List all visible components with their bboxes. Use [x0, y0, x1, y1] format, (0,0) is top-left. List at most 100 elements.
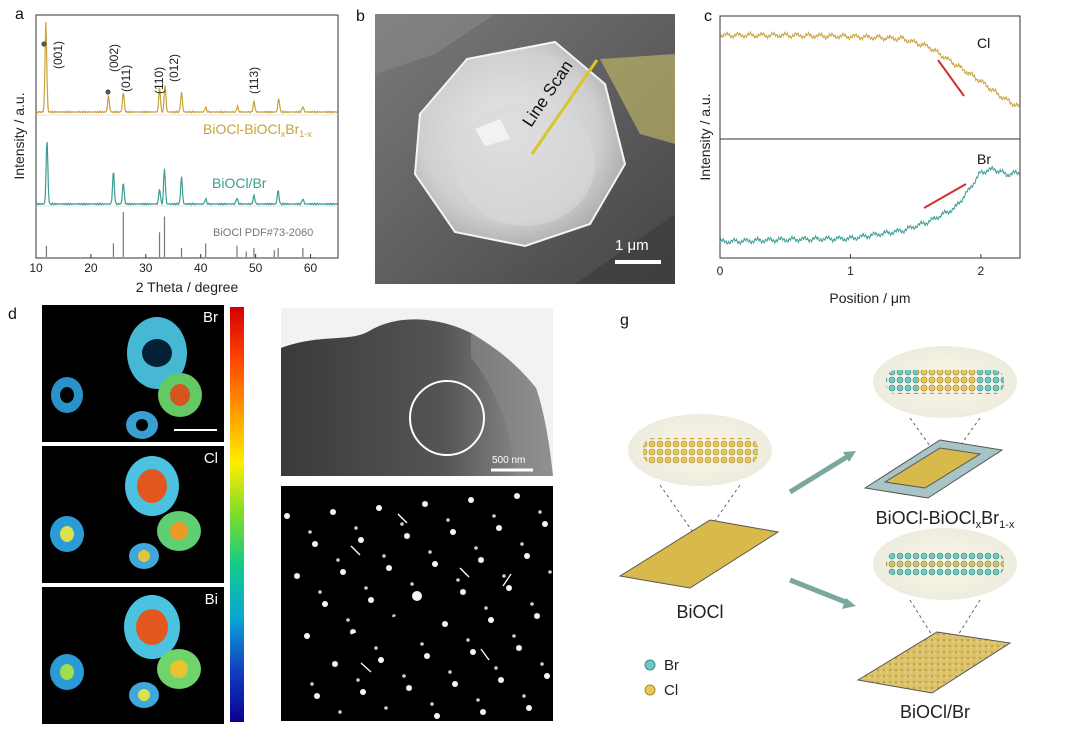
eds-map-label: Bi [204, 591, 218, 608]
saed-spot [304, 633, 310, 639]
xrd-teal-trace [35, 142, 338, 206]
saed-spot [412, 591, 422, 601]
eds-colorbar [230, 307, 244, 722]
saed-spot-weak [512, 634, 516, 638]
sem-image: Line Scan 1 μm [375, 14, 675, 284]
line-scan-x-ticks: 0 1 2 [717, 254, 985, 278]
xrd-x-tick-label: 30 [139, 261, 153, 275]
saed-graphic [281, 493, 552, 719]
saed-spot [404, 533, 410, 539]
saed-spot [406, 685, 412, 691]
saed-spot [312, 541, 318, 547]
transform-arrow-down-head [842, 598, 856, 609]
xrd-panel: 10 20 30 40 50 60 (001) (002) (011) (110) (01… [0, 0, 350, 300]
line-scan-y-axis-title: Intensity / a.u. [697, 93, 713, 180]
saed-spot-weak [502, 574, 506, 578]
saed-spot [340, 569, 346, 575]
cl-trend-arrow [937, 59, 965, 97]
xrd-x-ticks: 10 20 30 40 50 60 [29, 254, 318, 275]
saed-arrow [480, 648, 490, 661]
sem-graphic: Line Scan 1 μm [375, 14, 675, 284]
doped-label: BiOCl/Br [900, 702, 970, 722]
tem-graphic: 500 nm [281, 319, 553, 476]
doped-plate [856, 631, 1012, 694]
xrd-peak-label: (011) [119, 65, 133, 92]
saed-spot-weak [310, 682, 314, 686]
saed-arrows [350, 513, 512, 673]
xrd-y-axis-title: Intensity / a.u. [11, 92, 27, 179]
saed-spot-weak [520, 542, 524, 546]
saed-pattern [281, 486, 553, 721]
xrd-ref-series-label: BiOCl PDF#73-2060 [213, 227, 313, 239]
cl-series-label: Cl [977, 35, 990, 51]
saed-spot [284, 513, 290, 519]
br-trend-arrow [923, 183, 967, 209]
saed-spot [526, 705, 532, 711]
xrd-x-axis-title: 2 Theta / degree [136, 279, 239, 295]
eds-map-cl-graphic [50, 456, 201, 569]
doped-lattice-band [886, 560, 1004, 568]
saed-spot-weak [538, 510, 542, 514]
saed-spot-weak [484, 606, 488, 610]
line-scan-x-tick-label: 0 [717, 264, 724, 278]
saed-spot [360, 689, 366, 695]
saed-spot [470, 649, 476, 655]
panel-label-c: c [704, 8, 712, 25]
saed-spot [378, 657, 384, 663]
saed-spot [534, 613, 540, 619]
tem-saed-region-circle [409, 380, 485, 456]
saed-arrow [397, 513, 408, 524]
saed-spot-weak [308, 530, 312, 534]
saed-spot [330, 509, 336, 515]
saed-spot-weak [338, 710, 342, 714]
saed-spot [358, 537, 364, 543]
sem-scan-zoom-wedge [600, 54, 675, 144]
saed-spot [434, 713, 440, 719]
saed-spot-weak [420, 642, 424, 646]
heterojunction-core-lattice [918, 370, 978, 394]
saed-spot [524, 553, 530, 559]
eds-map-bi-graphic [50, 595, 201, 708]
xrd-chart: 10 20 30 40 50 60 (001) (002) (011) (110) (01… [11, 14, 339, 295]
saed-spot [514, 493, 520, 499]
sem-surface-patch [375, 14, 495, 74]
saed-spot-weak [384, 706, 388, 710]
saed-spot-weak [336, 558, 340, 562]
legend-cl-swatch [644, 684, 656, 696]
panel-label-b: b [356, 8, 365, 25]
saed-spot [314, 693, 320, 699]
eds-map-cl: Cl [42, 446, 224, 583]
sem-scale-label: 1 μm [615, 237, 649, 254]
saed-spot-weak [448, 670, 452, 674]
bioci-label: BiOCl [676, 602, 723, 622]
eds-map-label: Cl [203, 450, 218, 467]
eds-map-bi: Bi [42, 587, 224, 724]
saed-spot-weak [364, 586, 368, 590]
saed-spot [488, 617, 494, 623]
saed-spot-weak [430, 702, 434, 706]
saed-spot-weak [374, 646, 378, 650]
line-scan-frame [719, 15, 1021, 259]
sem-crystal-flake [475, 119, 510, 146]
saed-spot-weak [466, 638, 470, 642]
saed-spot [542, 521, 548, 527]
saed-spot [450, 529, 456, 535]
line-scan-x-tick-label: 1 [847, 264, 854, 278]
xrd-peak-label: (012) [167, 54, 181, 82]
saed-spot-weak [494, 666, 498, 670]
saed-spot [468, 497, 474, 503]
saed-spot [498, 677, 504, 683]
heterojunction-label: BiOCl-BiOClxBr1-x [876, 508, 1015, 531]
saed-spot-weak [446, 518, 450, 522]
xrd-x-tick-label: 60 [304, 261, 318, 275]
saed-arrow [360, 662, 372, 673]
saed-spot-weak [354, 526, 358, 530]
xrd-marker-dot [105, 89, 111, 95]
bioci-plate [618, 519, 780, 589]
saed-spot [432, 561, 438, 567]
xrd-peak-label: (001) [51, 41, 65, 69]
xrd-gold-series-label: BiOCl-BiOClxBr1-x [203, 121, 312, 139]
line-scan-panel: Cl Br 0 1 2 Intensity / a.u. Position / μm [690, 0, 1080, 310]
saed-spot-weak [522, 694, 526, 698]
saed-spot-weak [400, 522, 404, 526]
